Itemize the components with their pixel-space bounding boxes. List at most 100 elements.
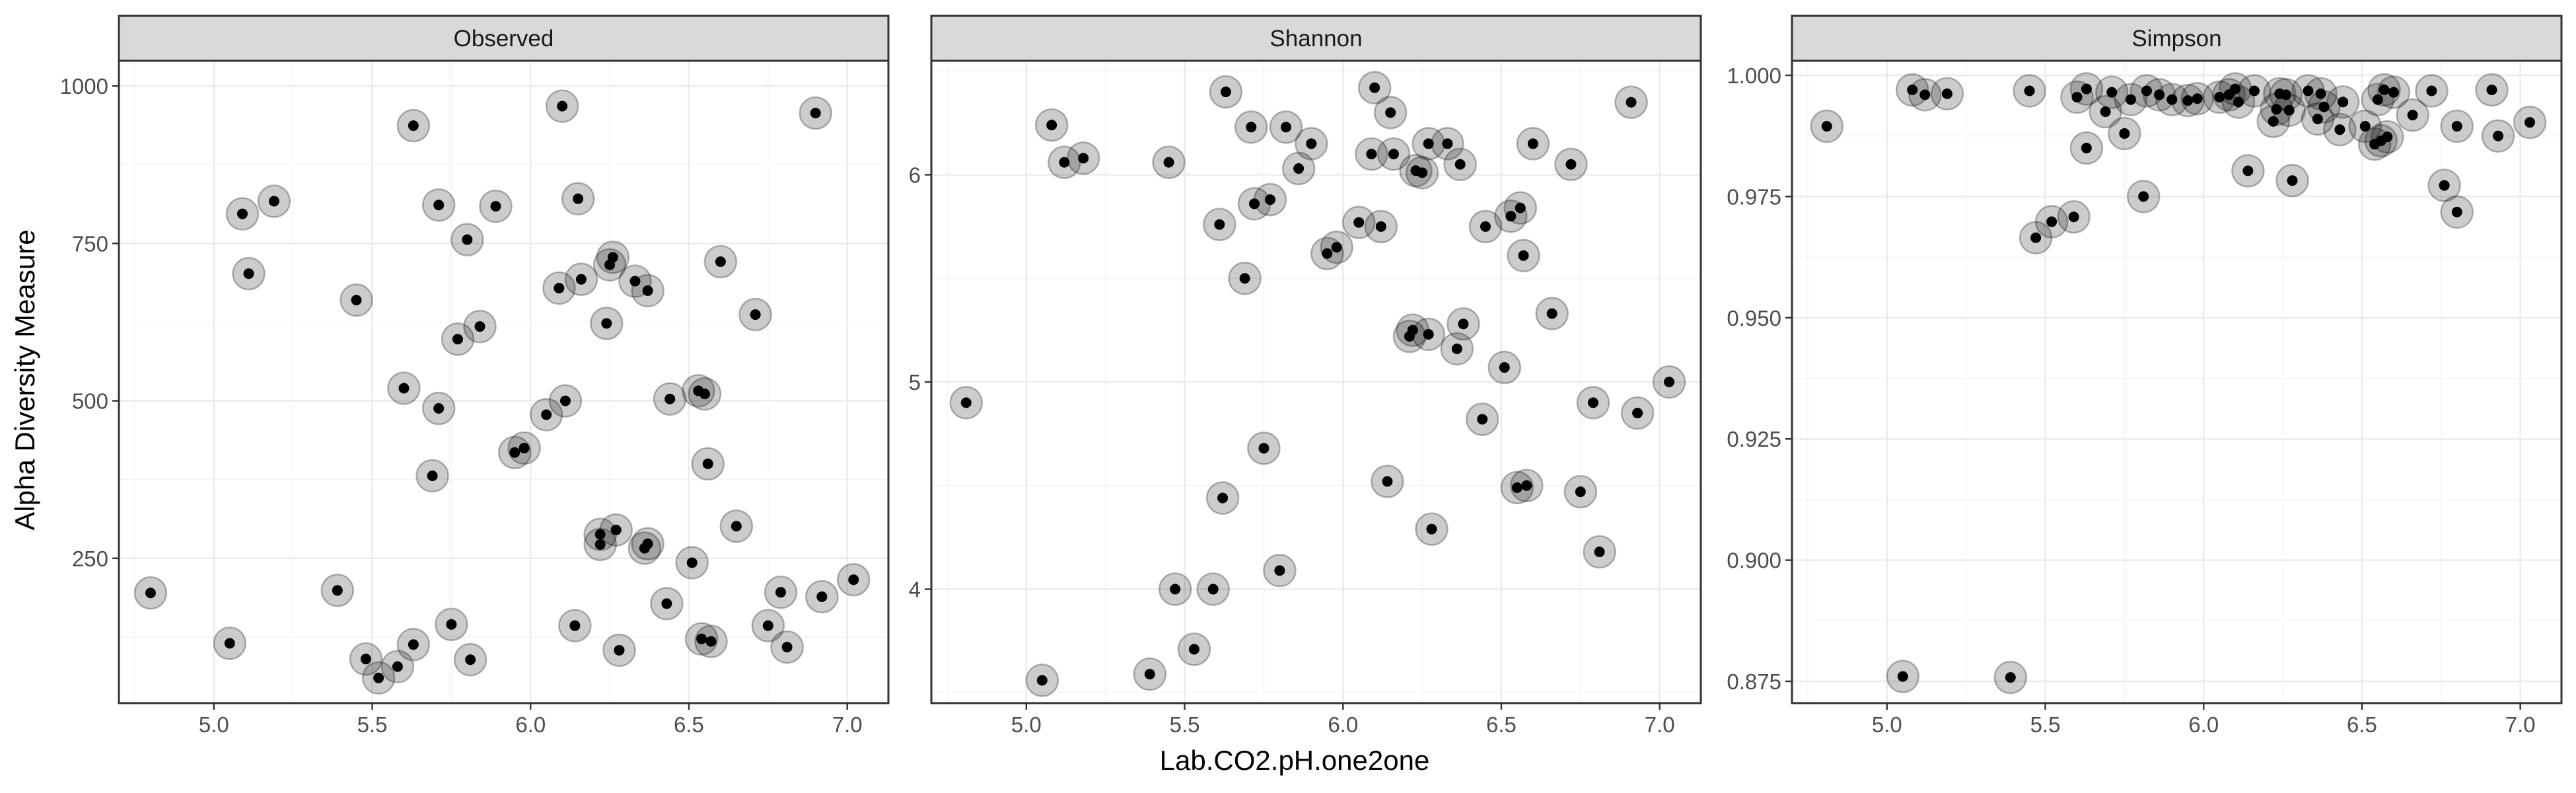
data-point bbox=[507, 431, 541, 465]
data-point bbox=[631, 527, 664, 561]
data-point bbox=[380, 650, 415, 683]
data-point-dot bbox=[1239, 273, 1250, 284]
data-point bbox=[1576, 386, 1610, 420]
data-point-dot bbox=[715, 256, 726, 267]
data-point-dot bbox=[509, 447, 520, 458]
data-point bbox=[1415, 512, 1449, 546]
data-point-dot bbox=[224, 638, 235, 649]
data-point-dot bbox=[1575, 486, 1586, 498]
data-point bbox=[1652, 365, 1686, 399]
data-point bbox=[2377, 75, 2411, 109]
data-point-dot bbox=[1046, 120, 1057, 131]
data-point-dot bbox=[1306, 138, 1317, 149]
data-point-dot bbox=[2451, 121, 2462, 132]
data-point bbox=[396, 108, 431, 143]
data-point-dot bbox=[1331, 242, 1342, 253]
x-tick-label: 7.0 bbox=[832, 712, 863, 737]
y-axis-title: Alpha Diversity Measure bbox=[9, 229, 40, 530]
data-point bbox=[257, 184, 291, 218]
data-point bbox=[1563, 474, 1598, 509]
data-point bbox=[450, 223, 484, 256]
data-point-dot bbox=[1521, 480, 1532, 491]
data-point-dot bbox=[408, 639, 419, 650]
data-point-dot bbox=[2166, 94, 2178, 105]
data-point-dot bbox=[731, 521, 742, 532]
panel-border bbox=[1791, 59, 2563, 704]
data-point-dot bbox=[557, 100, 568, 112]
data-point bbox=[1177, 632, 1211, 666]
data-point-dot bbox=[462, 234, 473, 245]
data-point-dot bbox=[559, 395, 571, 406]
data-point bbox=[564, 262, 598, 296]
data-point-dot bbox=[1366, 149, 1377, 160]
data-point-dot bbox=[408, 120, 419, 132]
data-point-dot bbox=[1258, 443, 1270, 454]
data-point-dot bbox=[1632, 408, 1643, 419]
x-tick-label: 5.0 bbox=[1011, 712, 1042, 737]
data-point bbox=[1295, 127, 1328, 161]
data-point bbox=[2326, 85, 2360, 119]
data-point-dot bbox=[1454, 159, 1466, 170]
data-point bbox=[2275, 163, 2309, 198]
data-point bbox=[232, 256, 266, 291]
data-point-dot bbox=[705, 636, 717, 647]
x-tick-label: 6.0 bbox=[515, 712, 546, 737]
data-point-dot bbox=[1407, 324, 1418, 336]
data-point-dot bbox=[2141, 85, 2152, 96]
data-point-dot bbox=[594, 529, 606, 540]
data-point-dot bbox=[1207, 584, 1219, 595]
data-point bbox=[2089, 94, 2122, 129]
data-point-dot bbox=[642, 285, 653, 296]
data-point bbox=[2323, 112, 2357, 147]
data-point-dot bbox=[1274, 565, 1285, 576]
data-point-dot bbox=[2312, 114, 2323, 125]
y-tick-label: 0.925 bbox=[1727, 427, 1781, 451]
data-point bbox=[684, 622, 719, 656]
data-point-dot bbox=[268, 196, 279, 207]
data-point-dot bbox=[810, 108, 821, 119]
data-point bbox=[558, 609, 592, 643]
data-point bbox=[1364, 209, 1398, 244]
data-point-dot bbox=[699, 389, 710, 400]
data-point bbox=[1507, 239, 1540, 272]
data-point-dot bbox=[610, 524, 622, 535]
data-point bbox=[719, 509, 754, 543]
data-point bbox=[1396, 313, 1429, 347]
data-point-dot bbox=[392, 661, 403, 672]
data-point-dot bbox=[1594, 547, 1605, 558]
data-point bbox=[764, 576, 798, 609]
data-point-dot bbox=[848, 574, 859, 585]
data-point bbox=[2513, 105, 2547, 139]
data-point bbox=[694, 624, 728, 658]
panel-border bbox=[118, 59, 890, 704]
data-point bbox=[1203, 208, 1236, 241]
data-point bbox=[2427, 169, 2461, 202]
data-point-dot bbox=[2071, 92, 2083, 103]
data-point bbox=[596, 241, 630, 274]
data-point bbox=[770, 630, 804, 664]
data-point-dot bbox=[1217, 492, 1229, 504]
data-point-dot bbox=[1458, 319, 1469, 330]
data-point bbox=[1431, 127, 1464, 161]
data-point bbox=[2057, 200, 2091, 234]
data-point-dot bbox=[607, 252, 618, 263]
data-point-dot bbox=[1587, 397, 1598, 408]
data-point-dot bbox=[1518, 250, 1529, 261]
data-point-dot bbox=[1505, 211, 1517, 222]
data-point-dot bbox=[2214, 92, 2225, 103]
data-point-dot bbox=[960, 397, 972, 408]
data-point-dot bbox=[2382, 132, 2393, 143]
data-point bbox=[691, 447, 725, 481]
data-point bbox=[441, 322, 475, 356]
data-point bbox=[361, 661, 396, 695]
y-tick-label: 750 bbox=[72, 231, 108, 256]
data-point-dot bbox=[816, 591, 828, 602]
data-point-dot bbox=[2233, 96, 2244, 108]
data-point bbox=[1281, 151, 1316, 186]
data-point-dot bbox=[1919, 89, 1931, 100]
data-point bbox=[653, 382, 687, 416]
data-point-dot bbox=[1059, 157, 1070, 168]
data-point bbox=[799, 96, 832, 130]
data-point bbox=[738, 297, 772, 332]
y-tick-label: 6 bbox=[909, 163, 921, 187]
